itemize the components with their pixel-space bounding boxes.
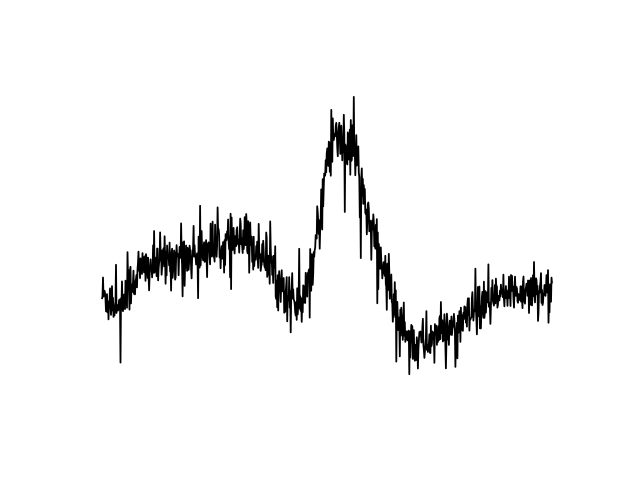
series-layer (101, 96, 553, 376)
signal-series-line (101, 96, 553, 376)
